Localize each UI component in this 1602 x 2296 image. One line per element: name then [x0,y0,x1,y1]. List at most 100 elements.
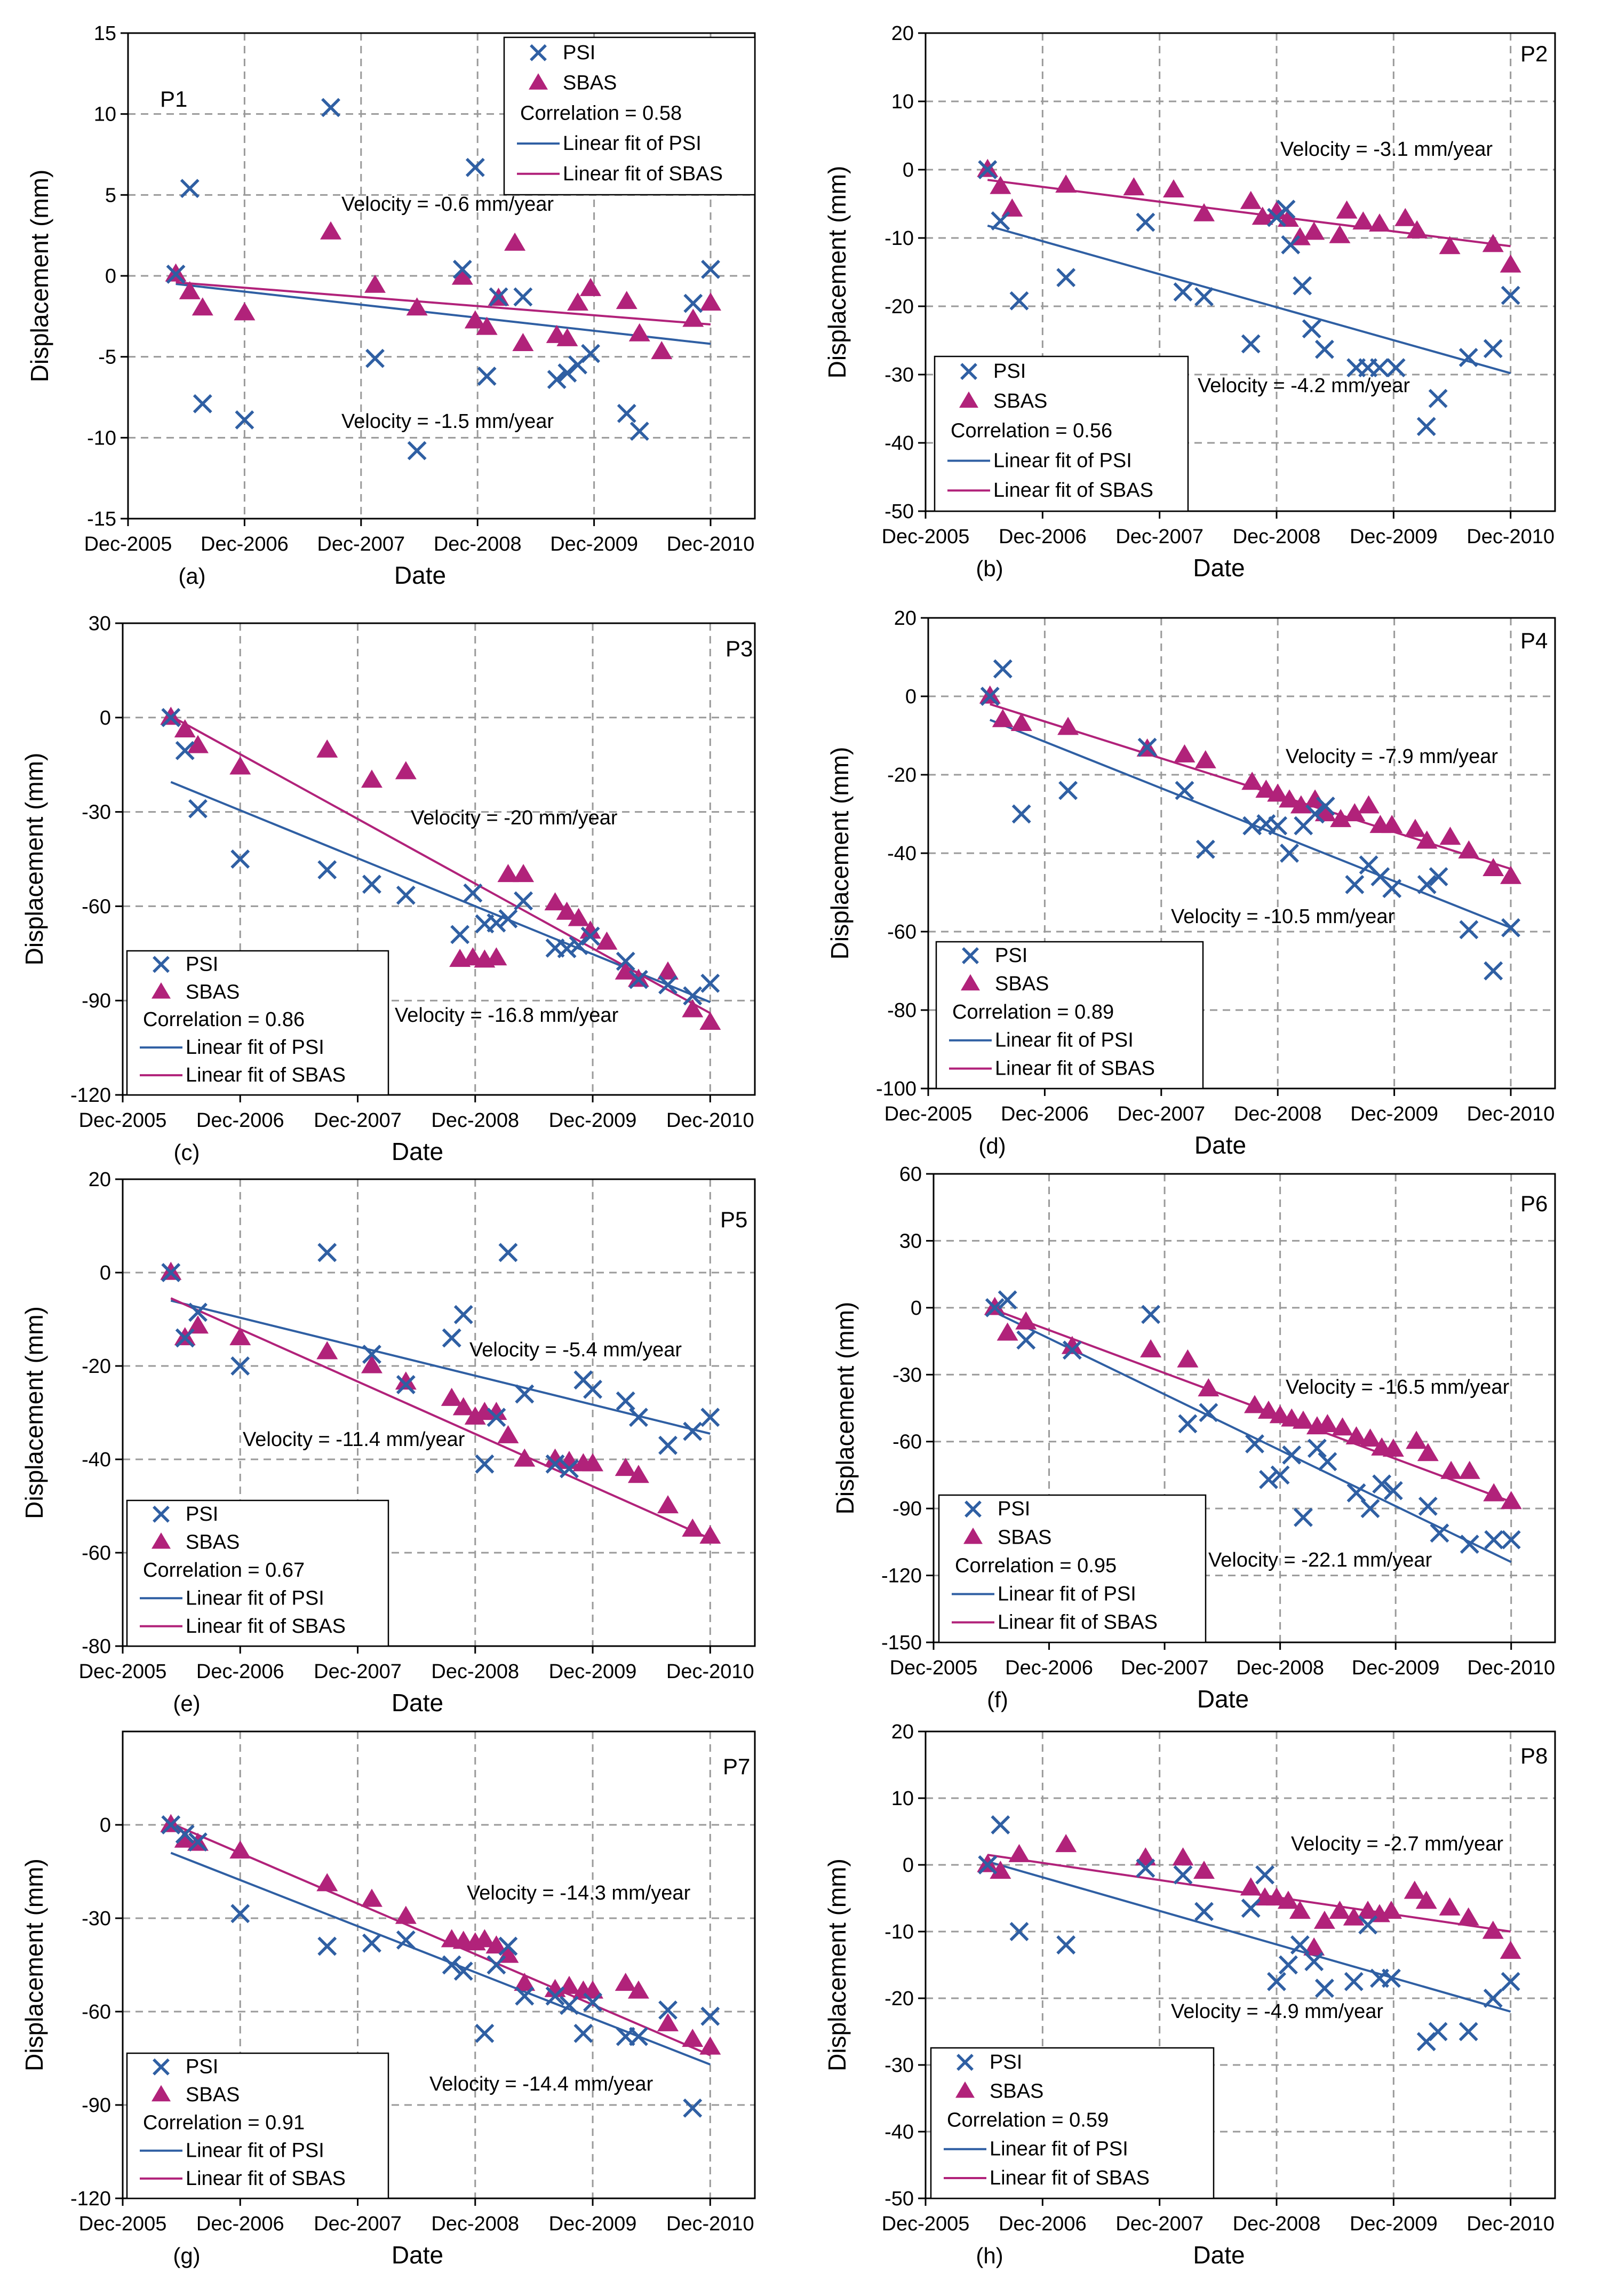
y-axis-label: Displacement (mm) [20,1858,48,2071]
psi-point [1316,796,1335,816]
y-tick-label: -30 [82,1908,111,1930]
psi-point [175,1328,195,1348]
psi-point [1459,920,1479,940]
sbas-point [1439,236,1461,255]
legend-sbas-fit-label: Linear fit of SBAS [995,1058,1155,1080]
legend-sbas-label: SBAS [186,1531,240,1553]
psi-point [1173,1865,1193,1885]
y-tick-label: -40 [82,1449,111,1471]
x-axis-label: Date [392,1138,443,1165]
y-tick-label: -120 [70,1084,111,1107]
sbas-point [1357,1901,1379,1919]
psi-fit-line [987,1860,1511,2013]
sbas-point [1241,772,1263,790]
psi-point [1360,1499,1380,1519]
psi-point [658,975,678,995]
psi-point [175,741,195,760]
psi-point [1358,1915,1378,1935]
psi-point [317,1936,337,1956]
psi-point [980,687,1000,706]
sbas-point [1303,1937,1325,1956]
y-tick-label: -20 [884,296,914,318]
psi-point [658,2000,678,2020]
psi-point [1255,1865,1275,1885]
velocity-label-1: Velocity = -16.5 mm/year [1286,1376,1510,1399]
psi-point [450,925,470,944]
sbas-point [1290,795,1312,814]
sbas-point [464,310,486,329]
x-tick-label: Dec-2008 [1236,1657,1324,1679]
psi-fit-line [176,283,711,345]
sbas-point [1194,750,1216,768]
sbas-point [1406,220,1428,239]
psi-point [1270,1465,1290,1485]
legend: PSI SBAS Correlation = 0.59 Linear fit of P… [930,2047,1215,2199]
y-tick-label: -15 [87,508,116,530]
psi-fit-line [170,1299,711,1435]
legend-sbas-fit-label: Linear fit of SBAS [186,1615,346,1638]
sbas-point [1415,1890,1437,1909]
x-tick-label: Dec-2008 [1234,1103,1322,1125]
velocity-label-1: Velocity = -14.3 mm/year [467,1882,691,1904]
legend-psi-fit-label: Linear fit of PSI [998,1583,1136,1605]
legend: PSI SBAS Correlation = 0.89 Linear fit of P… [935,941,1204,1090]
panel-label: (e) [173,1691,200,1716]
sbas-point [1330,809,1352,828]
psi-point [515,1986,535,2006]
y-tick-label: 0 [100,1814,111,1837]
correlation-label: Correlation = 0.91 [143,2111,305,2134]
psi-point [1302,319,1321,339]
legend-psi-marker [530,44,547,61]
y-tick-label: -60 [82,2001,111,2023]
psi-point [1314,339,1334,359]
velocity-label-1: Velocity = -2.7 mm/year [1291,1833,1503,1855]
sbas-point [1329,1901,1351,1919]
legend-box [934,355,1189,512]
psi-point [617,403,636,423]
y-tick-label: 15 [94,22,116,45]
psi-point [1173,282,1193,302]
x-tick-label: Dec-2007 [1115,526,1204,548]
psi-point [463,883,483,903]
sbas-point [1277,1890,1299,1909]
sbas-point [1380,1901,1402,1919]
y-tick-label: 10 [891,91,914,113]
sbas-point [1198,1378,1220,1397]
correlation-label: Correlation = 0.59 [947,2109,1109,2132]
sbas-point [1057,717,1079,735]
x-axis-label: Date [392,2241,443,2269]
psi-point [1016,1330,1036,1350]
sbas-point [316,1341,338,1360]
panel-title: P5 [720,1207,747,1232]
sbas-point [316,739,338,758]
sbas-point [1010,713,1032,732]
legend-sbas-label: SBAS [186,2084,240,2106]
psi-point [230,849,250,869]
sbas-point [1458,840,1480,859]
x-tick-label: Dec-2009 [549,2213,637,2235]
x-axis-label: Date [1193,554,1245,582]
psi-point [557,939,577,958]
x-tick-label: Dec-2008 [431,2213,519,2235]
psi-point [683,293,703,313]
psi-point [235,410,254,430]
legend-psi-label: PSI [186,1503,218,1526]
sbas-point [1482,234,1504,252]
legend-sbas-fit-label: Linear fit of SBAS [563,163,723,185]
psi-point [1175,781,1194,800]
x-tick-label: Dec-2006 [1001,1103,1089,1125]
sbas-point [1439,827,1461,845]
x-tick-label: Dec-2010 [1467,1657,1555,1679]
y-tick-label: -10 [87,427,116,449]
psi-point [700,1408,720,1427]
legend-sbas-marker [152,982,171,999]
sbas-point [1140,1339,1162,1357]
psi-point [1428,388,1448,408]
psi-point [978,1855,998,1874]
sbas-point [1061,1336,1083,1354]
y-tick-label: -10 [884,227,914,250]
psi-point [407,441,427,460]
sbas-fit-line [176,281,711,325]
y-tick-label: -5 [98,346,116,369]
x-tick-label: Dec-2005 [882,2213,970,2235]
